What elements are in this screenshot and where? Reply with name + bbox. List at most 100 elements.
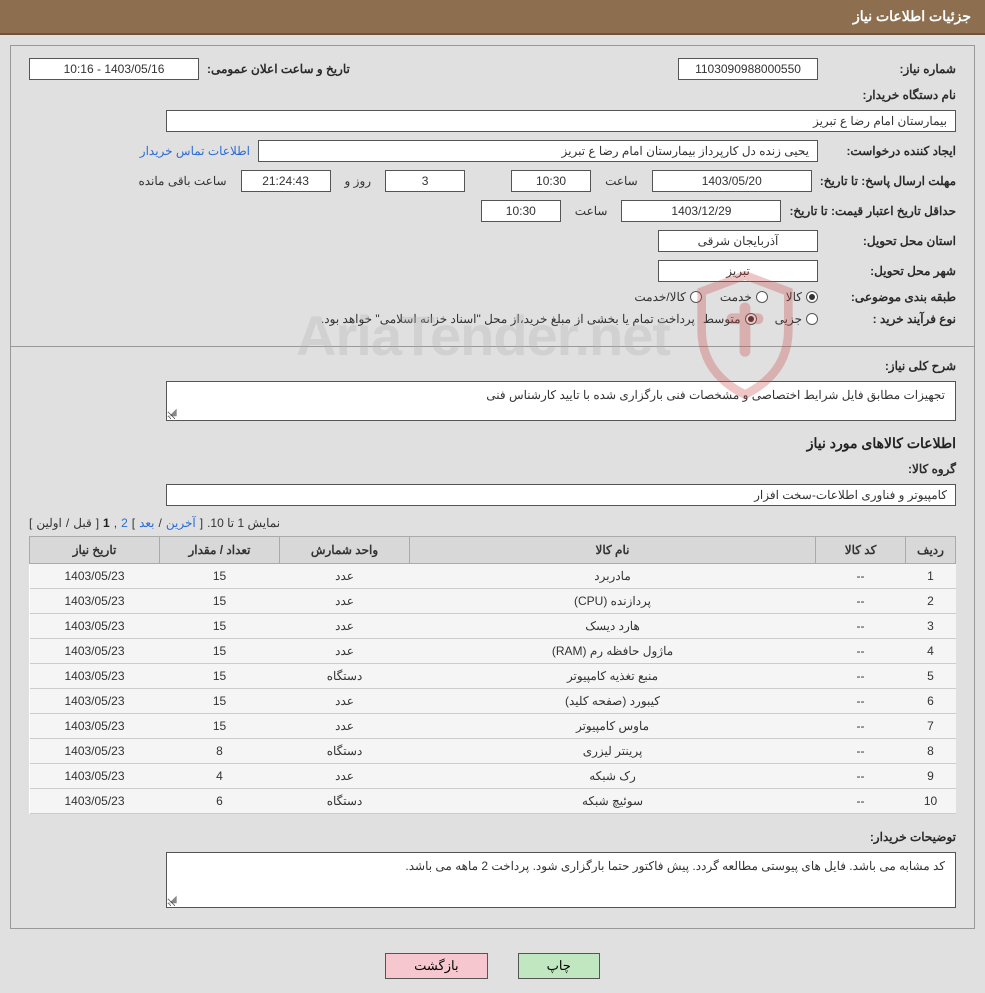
table-cell: 4 (906, 639, 956, 664)
table-cell: 1 (906, 564, 956, 589)
table-cell: -- (816, 589, 906, 614)
deadline-date-field: 1403/05/20 (652, 170, 812, 192)
page-title-bar: جزئیات اطلاعات نیاز (0, 0, 985, 35)
countdown-field: 21:24:43 (241, 170, 331, 192)
table-cell: منبع تغذیه کامپیوتر (410, 664, 816, 689)
radio-partial[interactable]: جزیی (775, 312, 818, 326)
table-cell: 15 (160, 589, 280, 614)
proc-note: پرداخت تمام یا بخشی از مبلغ خرید،از محل … (321, 312, 695, 326)
page-title: جزئیات اطلاعات نیاز (853, 8, 971, 24)
table-cell: 1403/05/23 (30, 564, 160, 589)
announce-field: 1403/05/16 - 10:16 (29, 58, 199, 80)
resize-handle-icon: ◢ (169, 894, 177, 905)
group-label: گروه کالا: (826, 462, 956, 476)
radio-dot-icon (690, 291, 702, 303)
table-row: 4--ماژول حافظه رم (RAM)عدد151403/05/23 (30, 639, 956, 664)
table-cell: 10 (906, 789, 956, 814)
pager-page-2[interactable]: 2 (121, 516, 128, 530)
desc-section: شرح کلی نیاز: تجهیزات مطابق فایل شرایط ا… (11, 347, 974, 928)
items-table: ردیف کد کالا نام کالا واحد شمارش تعداد /… (29, 536, 956, 814)
table-cell: عدد (280, 714, 410, 739)
city-field: تبریز (658, 260, 818, 282)
table-row: 10--سوئیچ شبکهدستگاه61403/05/23 (30, 789, 956, 814)
table-row: 3--هارد دیسکعدد151403/05/23 (30, 614, 956, 639)
pager-next[interactable]: بعد (139, 516, 154, 530)
table-cell: دستگاه (280, 664, 410, 689)
table-cell: 1403/05/23 (30, 664, 160, 689)
table-row: 7--ماوس کامپیوترعدد151403/05/23 (30, 714, 956, 739)
radio-khadamat[interactable]: خدمت (720, 290, 768, 304)
notes-textarea: کد مشابه می باشد. فایل های پیوستی مطالعه… (166, 852, 956, 908)
pager: نمایش 1 تا 10. [ آخرین / بعد ] 2 , 1 [ ق… (29, 516, 956, 530)
creator-label: ایجاد کننده درخواست: (826, 144, 956, 158)
validity-label: حداقل تاریخ اعتبار قیمت: تا تاریخ: (789, 204, 956, 218)
radio-both[interactable]: کالا/خدمت (634, 290, 701, 304)
days-label: روز و (345, 174, 372, 188)
radio-kala[interactable]: کالا (786, 290, 818, 304)
table-cell: 1403/05/23 (30, 764, 160, 789)
table-cell: 15 (160, 664, 280, 689)
table-row: 5--منبع تغذیه کامپیوتردستگاه151403/05/23 (30, 664, 956, 689)
announce-label: تاریخ و ساعت اعلان عمومی: (207, 62, 350, 76)
radio-medium[interactable]: متوسط (703, 312, 757, 326)
table-cell: عدد (280, 614, 410, 639)
resize-handle-icon: ◢ (169, 407, 177, 418)
content-frame: AriaTender.net شماره نیاز: 1103090988000… (10, 45, 975, 929)
table-cell: -- (816, 789, 906, 814)
table-cell: عدد (280, 689, 410, 714)
pager-prev: قبل (73, 516, 91, 530)
table-row: 8--پرینتر لیزریدستگاه81403/05/23 (30, 739, 956, 764)
table-cell: 1403/05/23 (30, 639, 160, 664)
col-code: کد کالا (816, 537, 906, 564)
pager-last[interactable]: آخرین (166, 516, 196, 530)
province-label: استان محل تحویل: (826, 234, 956, 248)
table-row: 6--کیبورد (صفحه کلید)عدد151403/05/23 (30, 689, 956, 714)
table-cell: 1403/05/23 (30, 589, 160, 614)
validity-time-field: 10:30 (481, 200, 561, 222)
notes-label: توضیحات خریدار: (826, 830, 956, 844)
table-cell: 3 (906, 614, 956, 639)
col-date: تاریخ نیاز (30, 537, 160, 564)
col-row: ردیف (906, 537, 956, 564)
table-cell: 1403/05/23 (30, 689, 160, 714)
table-cell: 15 (160, 639, 280, 664)
table-cell: مادربرد (410, 564, 816, 589)
table-cell: 8 (906, 739, 956, 764)
table-cell: 6 (906, 689, 956, 714)
table-cell: -- (816, 689, 906, 714)
buyer-org-label: نام دستگاه خریدار: (826, 88, 956, 102)
items-section-title: اطلاعات کالاهای مورد نیاز (29, 435, 956, 452)
table-cell: -- (816, 714, 906, 739)
proc-type-radio-group: جزیی متوسط (703, 312, 818, 326)
table-cell: عدد (280, 564, 410, 589)
table-cell: پردازنده (CPU) (410, 589, 816, 614)
table-cell: ماژول حافظه رم (RAM) (410, 639, 816, 664)
back-button[interactable]: بازگشت (385, 953, 487, 979)
pager-page-1: 1 (103, 516, 110, 530)
deadline-time-field: 10:30 (511, 170, 591, 192)
col-unit: واحد شمارش (280, 537, 410, 564)
print-button[interactable]: چاپ (518, 953, 600, 979)
table-cell: -- (816, 664, 906, 689)
table-cell: پرینتر لیزری (410, 739, 816, 764)
table-cell: 6 (160, 789, 280, 814)
table-cell: سوئیچ شبکه (410, 789, 816, 814)
need-no-field: 1103090988000550 (678, 58, 818, 80)
contact-link[interactable]: اطلاعات تماس خریدار (140, 144, 250, 158)
desc-label: شرح کلی نیاز: (826, 359, 956, 373)
table-row: 1--مادربردعدد151403/05/23 (30, 564, 956, 589)
form-section: شماره نیاز: 1103090988000550 تاریخ و ساع… (11, 46, 974, 346)
col-name: نام کالا (410, 537, 816, 564)
radio-dot-icon (806, 291, 818, 303)
table-header-row: ردیف کد کالا نام کالا واحد شمارش تعداد /… (30, 537, 956, 564)
time-label-2: ساعت (575, 204, 608, 218)
subject-label: طبقه بندی موضوعی: (826, 290, 956, 304)
table-cell: -- (816, 739, 906, 764)
pager-first: اولین (36, 516, 62, 530)
city-label: شهر محل تحویل: (826, 264, 956, 278)
desc-textarea: تجهیزات مطابق فایل شرایط اختصاصی و مشخصا… (166, 381, 956, 421)
table-cell: 2 (906, 589, 956, 614)
table-cell: 9 (906, 764, 956, 789)
radio-dot-icon (745, 313, 757, 325)
buyer-org-field: بیمارستان امام رضا ع تبریز (166, 110, 956, 132)
